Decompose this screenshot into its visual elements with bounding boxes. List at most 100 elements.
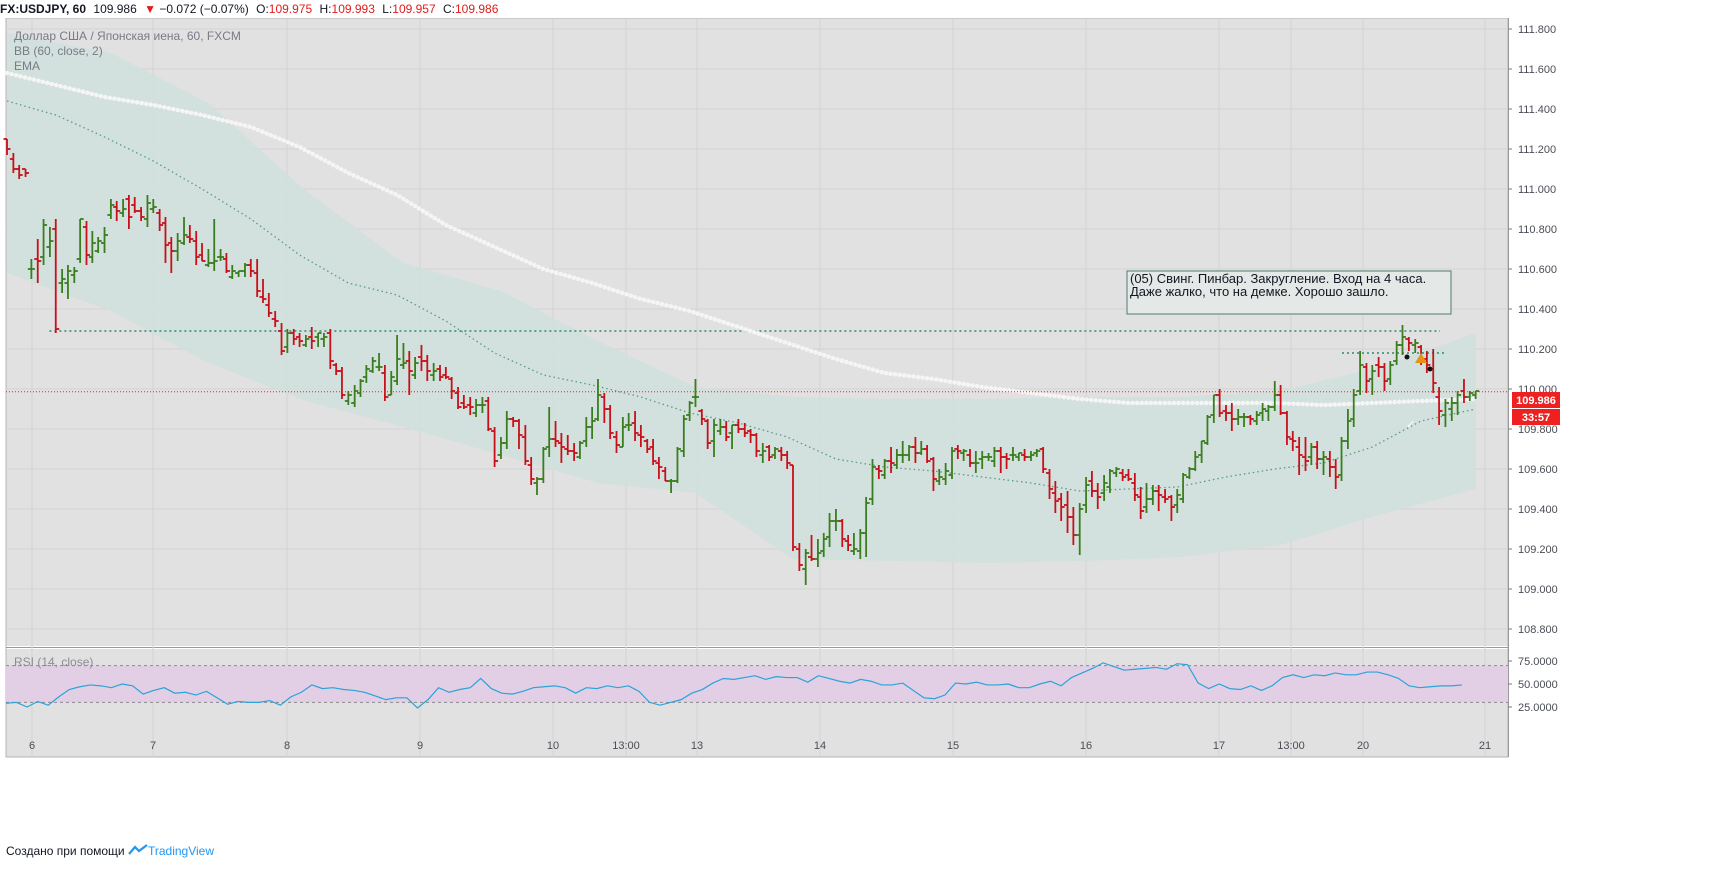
ohlc-bar (789, 464, 797, 551)
ohlc-bar (478, 397, 486, 413)
ohlc-bar (1380, 363, 1388, 391)
x-tick-label: 16 (1080, 740, 1092, 752)
change-down-icon: ▼ (144, 2, 157, 16)
ohlc-bar (625, 413, 633, 431)
open-label: O: (256, 2, 269, 16)
ohlc-bar (875, 465, 883, 479)
ohlc-bar (942, 463, 950, 485)
ohlc-bar (161, 217, 169, 263)
ohlc-bar (1046, 469, 1054, 499)
ohlc-bar (52, 219, 60, 333)
ohlc-bar (1472, 390, 1480, 399)
ohlc-bar (1039, 447, 1047, 473)
ohlc-bar (619, 417, 627, 448)
ohlc-bar (771, 447, 779, 459)
ohlc-bar (923, 445, 931, 463)
ohlc-bar (198, 243, 206, 262)
y-tick-label: 110.200 (1518, 344, 1557, 356)
x-tick-label: 6 (29, 740, 35, 752)
ohlc-bar (228, 265, 236, 279)
annotation-text: (05) Свинг. Пинбар. Закругление. Вход на… (1130, 272, 1427, 299)
ohlc-bar (1398, 325, 1406, 355)
ohlc-bar (290, 329, 298, 345)
last-price: 109.986 (93, 2, 137, 16)
annotation-box[interactable]: (05) Свинг. Пинбар. Закругление. Вход на… (1126, 270, 1452, 315)
rsi-band (6, 665, 1508, 703)
ohlc-bar (491, 427, 499, 467)
ohlc-bar (588, 407, 596, 439)
ohlc-bar (34, 239, 42, 283)
open-value: 109.975 (268, 2, 313, 16)
ohlc-bar (1368, 365, 1376, 395)
ohlc-bar (1057, 493, 1065, 521)
y-tick-label: 110.800 (1518, 224, 1557, 236)
ohlc-bar (149, 199, 157, 213)
ohlc-bar (606, 405, 614, 439)
rsi-tick-label: 25.0000 (1518, 702, 1558, 714)
ohlc-bar (22, 168, 30, 177)
x-tick-label: 13 (691, 740, 703, 752)
x-tick-label: 14 (814, 740, 826, 752)
y-tick-label: 108.800 (1518, 624, 1558, 636)
ohlc-bar (576, 441, 584, 459)
ohlc-bar (466, 397, 474, 415)
legend-ema[interactable]: EMA (14, 59, 40, 73)
ohlc-bar (369, 357, 377, 373)
x-tick-label: 17 (1213, 740, 1225, 752)
ohlc-bar (460, 395, 468, 409)
y-tick-label: 111.400 (1518, 104, 1556, 116)
ohlc-bar (820, 533, 828, 557)
bb-fill (7, 33, 1476, 563)
rsi-line (5, 662, 1462, 709)
ohlc-bar (3, 138, 11, 155)
ohlc-bar (40, 219, 48, 265)
ohlc-bar (527, 457, 535, 485)
ohlc-bar (557, 433, 565, 463)
ohlc-bar (375, 353, 383, 371)
y-tick-label: 110.400 (1518, 304, 1557, 316)
ohlc-bar (1246, 415, 1254, 425)
ohlc-bar (302, 335, 310, 347)
change-value: −0.072 (−0.07%) (159, 2, 249, 16)
ohlc-bars (3, 138, 1480, 585)
ohlc-bar (320, 333, 328, 347)
ohlc-bar (1320, 451, 1328, 475)
price-chart[interactable]: ✓ 111.800 111.600 111.400 111.200 111.000 110… (0, 18, 1727, 840)
high-value: 109.993 (331, 2, 375, 16)
ohlc-bar (698, 409, 706, 425)
ohlc-bar (1332, 459, 1340, 489)
ohlc-bar (442, 367, 450, 379)
ohlc-bar (1356, 351, 1364, 395)
ohlc-bar (46, 227, 54, 257)
low-label: L: (382, 2, 393, 16)
ohlc-bar (1302, 437, 1309, 471)
price-tag-value: 109.986 (1516, 395, 1556, 407)
trade-marks: ✓ (1404, 353, 1433, 431)
ohlc-bar (1216, 389, 1224, 417)
footer-brand[interactable]: TradingView (147, 844, 215, 858)
y-tick-label: 109.600 (1518, 464, 1558, 476)
ohlc-bar (125, 195, 133, 229)
ohlc-bar (1003, 453, 1011, 469)
ohlc-bar (722, 421, 730, 441)
symbol-label[interactable]: FX:USDJPY, 60 (0, 2, 87, 16)
footer-made-with: Создано при помощи (6, 844, 125, 858)
ohlc-bar (1203, 415, 1211, 445)
ohlc-bar (1119, 469, 1127, 481)
ohlc-bar (1161, 489, 1169, 503)
ohlc-bar (1009, 447, 1017, 461)
ohlc-bar (217, 249, 225, 261)
legend-bb[interactable]: BB (60, close, 2) (14, 44, 103, 58)
ohlc-bar (1191, 451, 1199, 471)
ohlc-bar (83, 221, 90, 265)
ohlc-bar (314, 332, 322, 347)
ohlc-bar (802, 549, 810, 585)
y-tick-label: 111.200 (1518, 144, 1556, 156)
ohlc-bar (278, 323, 286, 355)
ohlc-bar (423, 355, 431, 381)
ohlc-bar (1198, 440, 1206, 463)
ohlc-bar (484, 397, 492, 431)
ohlc-bar (1386, 361, 1394, 385)
legend-rsi[interactable]: RSI (14, close) (14, 655, 93, 669)
ohlc-bar (27, 259, 35, 279)
